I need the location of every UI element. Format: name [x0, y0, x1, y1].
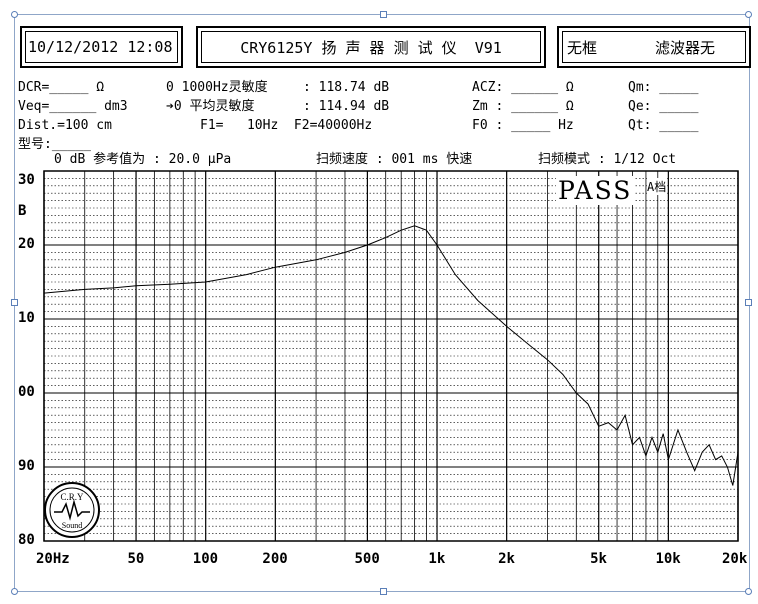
y-tick-label: 00: [18, 384, 35, 400]
qe-label: Qe: _____: [628, 99, 699, 114]
qm-label: Qm: _____: [628, 80, 699, 95]
x-tick-label: 200: [262, 551, 288, 567]
x-tick-label: 20Hz: [36, 551, 70, 567]
resize-handle-top-left[interactable]: [11, 11, 18, 18]
sweep-speed: 扫频速度 : 001 ms 快速: [316, 152, 473, 167]
qt-label: Qt: _____: [628, 118, 699, 133]
y-tick-label: 30: [18, 172, 35, 189]
x-tick-label: 2k: [498, 551, 515, 567]
x-tick-label: 20k: [722, 551, 748, 567]
instrument-title-box: CRY6125Y 扬 声 器 测 试 仪 V91: [196, 26, 546, 68]
frame-mode: 无框: [567, 38, 598, 57]
response-curve: [43, 225, 739, 486]
resize-handle-bottom[interactable]: [380, 588, 387, 595]
f0-label: F0 : _____ Hz: [472, 118, 574, 133]
acz-label: ACZ: ______ Ω: [472, 80, 574, 95]
resize-handle-top-right[interactable]: [745, 11, 752, 18]
plot-border: [43, 170, 739, 542]
dcr-label: DCR=_____ Ω: [18, 80, 105, 95]
y-tick-label: 90: [18, 458, 35, 474]
x-tick-label: 5k: [590, 551, 607, 567]
resize-handle-top[interactable]: [380, 11, 387, 18]
x-tick-label: 10k: [655, 551, 681, 567]
resize-handle-bottom-left[interactable]: [11, 588, 18, 595]
datetime-text: 10/12/2012 12:08: [28, 38, 173, 56]
sens1-label: 0 1000Hz灵敏度: [166, 80, 268, 95]
f1-f2-label: F1= 10Hz F2=40000Hz: [200, 118, 373, 133]
datetime-box: 10/12/2012 12:08: [20, 26, 183, 68]
y-tick-label: 80: [18, 532, 35, 548]
sens2-value: : 114.94 dB: [303, 99, 390, 114]
x-tick-label: 100: [192, 551, 219, 567]
grade-label: A档: [647, 178, 667, 195]
sens1-value: : 118.74 dB: [303, 80, 390, 95]
x-tick-label: 500: [354, 551, 380, 567]
dist-label: Dist.=100 cm: [18, 118, 112, 133]
model-label: 型号:_____: [18, 137, 91, 152]
y-tick-label: 20: [18, 236, 35, 252]
zm-label: Zm : ______ Ω: [472, 99, 574, 114]
x-tick-label: 1k: [428, 551, 446, 567]
pass-status: PASS: [556, 176, 635, 205]
resize-handle-bottom-right[interactable]: [745, 588, 752, 595]
veq-label: Veq=______ dm3: [18, 99, 128, 114]
y-tick-label: 10: [18, 310, 35, 326]
sweep-mode: 扫频模式 : 1/12 Oct: [538, 152, 677, 167]
mode-box: 无框 滤波器无: [557, 26, 751, 68]
resize-handle-left[interactable]: [11, 299, 18, 306]
resize-handle-right[interactable]: [745, 299, 752, 306]
sens2-label: ➔0 平均灵敏度: [166, 99, 255, 114]
instrument-title: CRY6125Y 扬 声 器 测 试 仪 V91: [240, 38, 502, 57]
reference-line: 0 dB 参考值为 : 20.0 μPa: [54, 152, 232, 167]
y-tick-label: B: [18, 202, 27, 219]
filter-mode: 滤波器无: [655, 38, 716, 57]
x-tick-label: 50: [127, 551, 145, 567]
chart-grid: [43, 170, 739, 542]
